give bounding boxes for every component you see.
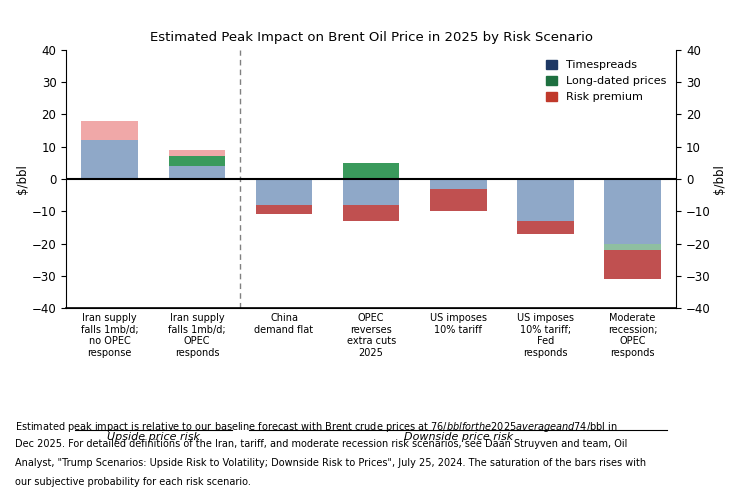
Bar [430,179,487,188]
Text: Analyst, "Trump Scenarios: Upside Risk to Volatility; Downside Risk to Prices", : Analyst, "Trump Scenarios: Upside Risk t… [15,458,646,468]
Text: Iran supply
falls 1mb/d;
OPEC
responds: Iran supply falls 1mb/d; OPEC responds [168,313,226,358]
Y-axis label: $/bbl: $/bbl [714,164,726,194]
Legend: Timespreads, Long-dated prices, Risk premium: Timespreads, Long-dated prices, Risk pre… [542,55,670,106]
Bar [343,163,400,179]
Text: our subjective probability for each risk scenario.: our subjective probability for each risk… [15,477,251,487]
Bar [604,179,661,244]
Text: US imposes
10% tariff: US imposes 10% tariff [430,313,487,334]
Text: Downside price risk: Downside price risk [404,432,513,442]
Bar [430,188,487,211]
Text: Dec 2025. For detailed definitions of the Iran, tariff, and moderate recession r: Dec 2025. For detailed definitions of th… [15,439,627,449]
Text: OPEC
reverses
extra cuts
2025: OPEC reverses extra cuts 2025 [346,313,396,358]
Y-axis label: $/bbl: $/bbl [16,164,29,194]
Bar [82,140,138,179]
Bar [168,166,225,179]
Bar [82,121,138,140]
Bar [517,179,574,221]
Bar [604,250,661,279]
Text: US imposes
10% tariff;
Fed
responds: US imposes 10% tariff; Fed responds [517,313,574,358]
Text: China
demand flat: China demand flat [254,313,314,334]
Bar [343,205,400,221]
Bar [604,244,661,250]
Bar [168,150,225,156]
Bar [517,221,574,234]
Bar [256,179,312,205]
Text: Moderate
recession;
OPEC
responds: Moderate recession; OPEC responds [608,313,657,358]
Title: Estimated Peak Impact on Brent Oil Price in 2025 by Risk Scenario: Estimated Peak Impact on Brent Oil Price… [150,31,592,44]
Text: Iran supply
falls 1mb/d;
no OPEC
response: Iran supply falls 1mb/d; no OPEC respons… [81,313,138,358]
Text: Upside price risk: Upside price risk [107,432,200,442]
Bar [256,205,312,214]
Bar [168,156,225,166]
Bar [343,179,400,205]
Text: Estimated peak impact is relative to our baseline forecast with Brent crude pric: Estimated peak impact is relative to our… [15,420,617,434]
